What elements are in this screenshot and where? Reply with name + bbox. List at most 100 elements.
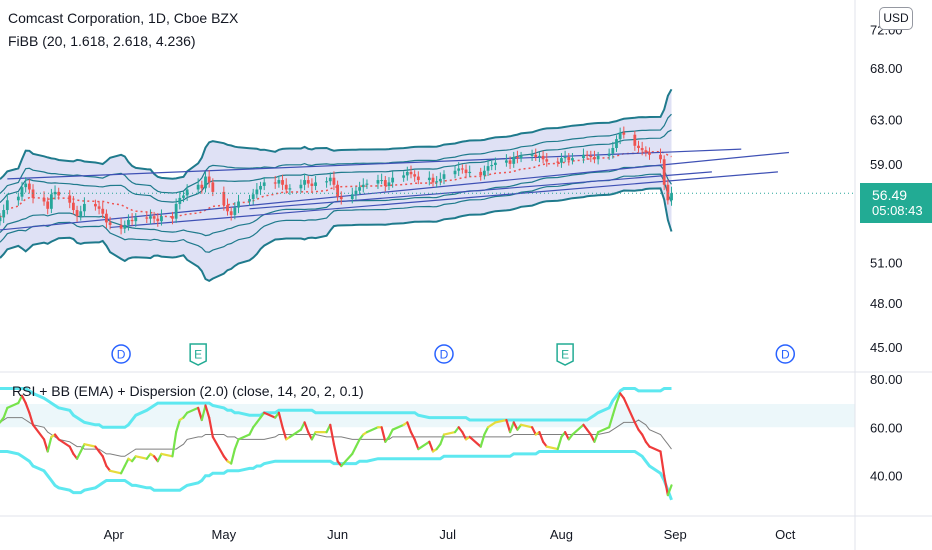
- candle-body: [457, 168, 461, 171]
- rsi-segment: [211, 435, 225, 458]
- dividend-marker: [111, 344, 131, 364]
- event-marker-d[interactable]: D: [434, 344, 454, 364]
- candle-body: [182, 195, 185, 198]
- rsi-segment: [6, 401, 20, 409]
- rsi-segment: [230, 447, 236, 465]
- candle-body: [185, 189, 189, 196]
- candle-body: [127, 219, 130, 225]
- event-marker-label: D: [440, 348, 449, 362]
- rsi-segment: [597, 426, 611, 434]
- rsi-segment: [494, 418, 508, 424]
- rsi-segment: [508, 421, 515, 434]
- rsi-segment: [633, 421, 640, 431]
- rsi-segment: [428, 440, 435, 453]
- candle-body: [633, 134, 637, 146]
- candle-body: [123, 224, 127, 229]
- candle-body: [611, 147, 615, 154]
- candle-body: [251, 194, 255, 200]
- candle-body: [49, 194, 53, 209]
- price-tick-label: 63.00: [870, 113, 903, 128]
- candle-body: [530, 154, 534, 156]
- candle-body: [365, 183, 369, 185]
- candle-body: [68, 195, 72, 203]
- candle-body: [200, 184, 204, 189]
- candle-body: [350, 194, 354, 200]
- candle-body: [328, 177, 332, 182]
- candle-body: [358, 187, 362, 191]
- candle-body: [519, 155, 523, 159]
- rsi-segment: [659, 450, 666, 477]
- rsi-segment: [310, 431, 317, 441]
- candle-body: [354, 190, 358, 195]
- candle-body: [46, 201, 50, 209]
- rsi-segment: [123, 457, 130, 468]
- rsi-segment: [108, 469, 123, 475]
- rsi-pane[interactable]: [0, 387, 855, 501]
- rsi-segment: [204, 404, 211, 419]
- candle-body: [145, 217, 149, 219]
- last-price: 56.49: [872, 187, 908, 203]
- event-marker-label: D: [117, 348, 126, 362]
- rsi-segment: [329, 423, 336, 446]
- candle-body: [479, 171, 483, 176]
- candle-body: [211, 182, 215, 192]
- event-marker-e[interactable]: E: [556, 343, 574, 366]
- candle-body: [666, 184, 670, 201]
- price-tick-label: 48.00: [870, 296, 903, 311]
- rsi-lower-band: [0, 450, 673, 501]
- candle-body: [42, 197, 46, 202]
- currency-button[interactable]: USD: [879, 7, 913, 30]
- rsi-segment: [519, 423, 534, 429]
- rsi-segment: [354, 438, 361, 448]
- time-tick-label: May: [212, 527, 237, 542]
- rsi-segment: [663, 474, 669, 497]
- candle-body: [453, 170, 457, 175]
- rsi-segment: [101, 455, 108, 468]
- candle-body: [134, 217, 138, 222]
- candle-body: [516, 156, 519, 159]
- candle-body: [233, 207, 237, 215]
- candle-body: [409, 171, 413, 175]
- candle-body: [508, 160, 512, 164]
- candle-body: [94, 203, 97, 207]
- event-marker-label: E: [194, 348, 202, 362]
- event-marker-e[interactable]: E: [189, 343, 207, 366]
- candle-body: [299, 184, 303, 189]
- event-marker-d[interactable]: D: [775, 344, 796, 364]
- rsi-segment: [332, 443, 339, 463]
- rsi-segment: [479, 433, 486, 448]
- rsi-segment: [31, 423, 46, 441]
- rsi-segment: [57, 438, 71, 448]
- earnings-marker: [189, 343, 207, 366]
- candle-body: [571, 158, 574, 161]
- fibb-legend: FiBB (20, 1.618, 2.618, 4.236): [8, 33, 196, 49]
- candle-body: [174, 203, 178, 219]
- candle-body: [262, 182, 266, 186]
- candle-body: [541, 155, 545, 160]
- candle-body: [119, 224, 123, 229]
- dividend-marker: [775, 344, 796, 364]
- last-price-tag: 56.49 05:08:43: [860, 183, 932, 223]
- candle-body: [391, 177, 395, 183]
- rsi-segment: [417, 440, 431, 451]
- rsi-segment: [134, 455, 148, 460]
- candle-body: [380, 180, 384, 182]
- event-marker-d[interactable]: D: [111, 344, 131, 364]
- rsi-segment: [556, 435, 563, 451]
- candle-body: [637, 145, 640, 148]
- candle-body: [0, 217, 2, 222]
- time-tick-label: Jun: [327, 527, 348, 542]
- rsi-tick-label: 40.00: [870, 469, 903, 484]
- candle-body: [493, 162, 497, 165]
- candle-body: [130, 219, 134, 222]
- candle-body: [585, 154, 589, 156]
- candle-body: [482, 170, 486, 176]
- candle-body: [229, 211, 233, 215]
- candle-body: [413, 174, 417, 177]
- bar-countdown: 05:08:43: [872, 203, 923, 218]
- candle-body: [204, 176, 207, 189]
- candle-body: [615, 139, 618, 148]
